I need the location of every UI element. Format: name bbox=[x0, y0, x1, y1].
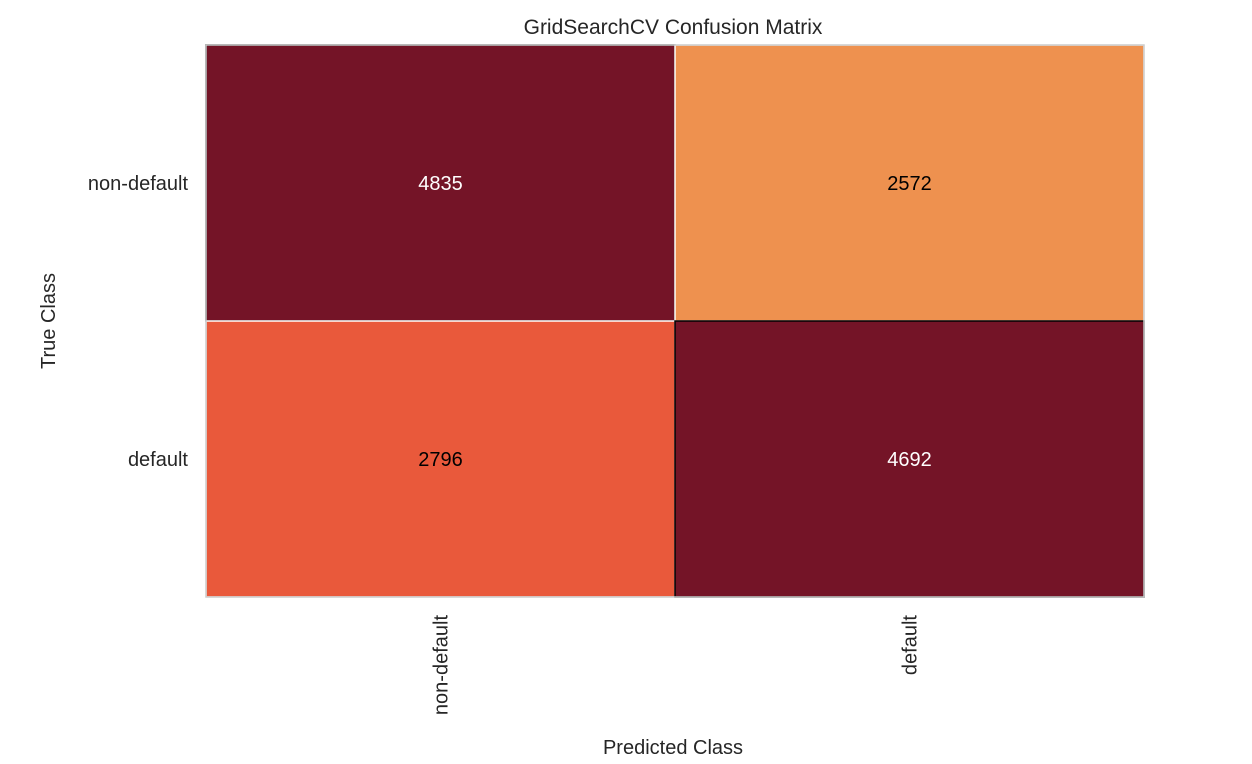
y-tick-label: non-default bbox=[88, 173, 189, 195]
heatmap-cell bbox=[674, 44, 1145, 322]
cell-value-label: 4692 bbox=[887, 449, 932, 471]
x-tick-label: non-default bbox=[431, 615, 453, 716]
y-axis-label: True Class bbox=[38, 273, 60, 369]
plot-frame bbox=[205, 44, 1145, 598]
heatmap-cell bbox=[205, 44, 676, 322]
y-tick-labels: non-default default bbox=[88, 173, 189, 471]
cell-value-label: 4835 bbox=[418, 173, 463, 195]
heatmap-cell bbox=[205, 320, 676, 598]
cell-value-label: 2572 bbox=[887, 173, 932, 195]
x-tick-labels: non-default default bbox=[431, 615, 922, 716]
heatmap-cells bbox=[205, 44, 1145, 598]
chart-title: GridSearchCV Confusion Matrix bbox=[524, 16, 823, 39]
heatmap-cell-labels: 4835 2572 2796 4692 bbox=[418, 173, 932, 471]
heatmap-cell bbox=[674, 320, 1145, 598]
cell-value-label: 2796 bbox=[418, 449, 463, 471]
x-tick-label: default bbox=[900, 615, 922, 675]
y-tick-label: default bbox=[128, 449, 188, 471]
x-axis-label: Predicted Class bbox=[603, 737, 743, 759]
